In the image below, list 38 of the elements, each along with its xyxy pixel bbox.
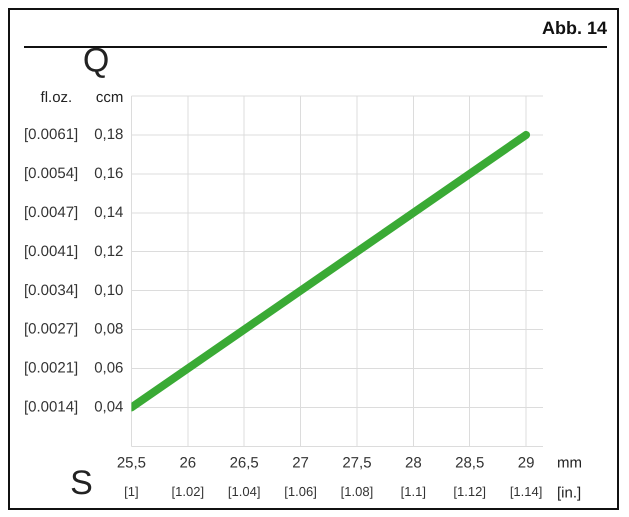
y2-tick-label: [0.0021] [24, 360, 78, 377]
y2-tick-label: [0.0027] [24, 320, 78, 338]
x2-tick-label: [1.12] [453, 484, 486, 499]
x2-tick-label: [1.04] [228, 484, 260, 499]
y-tick-label: 0,12 [94, 242, 124, 260]
x2-tick-label: [1.1] [400, 484, 426, 499]
x-tick-label: 27 [292, 454, 309, 472]
x2-tick-label: [1.02] [172, 484, 204, 499]
y-axis-title: ccm [96, 89, 124, 106]
x-tick-label: 26 [179, 454, 196, 472]
y-tick-label: 0,08 [94, 320, 124, 338]
x2-tick-label: [1.08] [340, 484, 374, 499]
x2-tick-label: [1.06] [284, 484, 317, 499]
x2-tick-label: [1.14] [510, 484, 542, 499]
y-tick-label: 0,14 [94, 204, 124, 221]
text: S [70, 464, 93, 502]
y-tick-label: 0,16 [94, 165, 124, 182]
y-tick-label: 0,04 [94, 398, 124, 416]
x-tick-label: 27,5 [342, 454, 372, 472]
y2-tick-label: [0.0014] [24, 398, 78, 416]
x-tick-label: 28,5 [455, 454, 484, 472]
y2-tick-label: [0.0047] [24, 204, 78, 221]
y2-tick-label: [0.0041] [24, 242, 78, 260]
chart-title: Abb. 14 [542, 18, 607, 38]
y2-tick-label: [0.0061] [24, 126, 78, 144]
x-tick-label: 25,5 [116, 454, 146, 472]
x-tick-label: 28 [404, 454, 422, 472]
x-axis-title: mm [557, 454, 582, 472]
x2-tick-label: [1] [124, 484, 139, 499]
y-tick-label: 0,18 [94, 126, 124, 144]
y-tick-label: 0,10 [94, 282, 124, 299]
y2-tick-label: [0.0034] [24, 282, 78, 299]
x2-axis-title: [in.] [557, 484, 582, 502]
y2-axis-title: fl.oz. [40, 89, 72, 106]
y-tick-label: 0,06 [94, 360, 124, 377]
x-tick-label: 26,5 [230, 454, 259, 472]
x-tick-label: 29 [518, 454, 534, 472]
y2-tick-label: [0.0054] [24, 165, 78, 182]
